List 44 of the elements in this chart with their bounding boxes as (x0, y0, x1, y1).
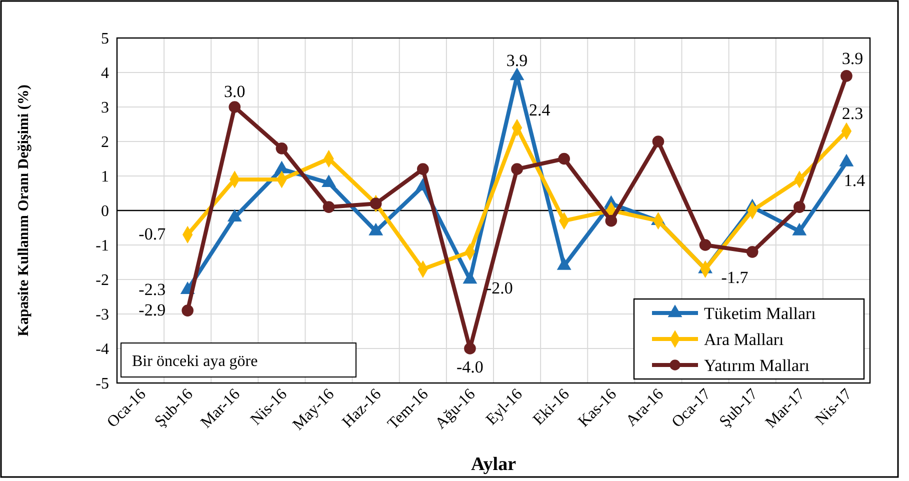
point (793, 201, 806, 213)
legend-label: Yatırım Malları (704, 356, 810, 375)
point (322, 201, 335, 213)
point (464, 342, 476, 354)
point (182, 304, 194, 316)
data-label: 2.4 (529, 100, 551, 120)
point (699, 239, 712, 251)
data-label: -2.3 (138, 280, 166, 299)
data-label: 2.3 (842, 104, 864, 124)
data-label: -0.7 (138, 224, 166, 244)
y-tick-label: -3 (96, 306, 109, 324)
data-label: -2.0 (486, 278, 513, 298)
y-tick-label: 1 (101, 168, 109, 186)
point (416, 163, 429, 176)
point (746, 246, 758, 258)
annotation: Bir önceki aya göre (132, 353, 258, 370)
y-tick-label: -5 (96, 376, 109, 393)
y-tick-label: -2 (96, 272, 109, 290)
y-tick-label: 5 (101, 30, 109, 48)
data-label: 1.4 (844, 171, 866, 190)
legend-label: Tüketim Malları (704, 304, 816, 323)
y-tick-label: 3 (101, 100, 109, 117)
y-tick-label: -1 (96, 238, 109, 255)
data-label: 3.9 (842, 48, 864, 68)
data-label: -2.9 (138, 300, 166, 320)
point (370, 198, 382, 210)
y-tick-label: 0 (101, 203, 109, 220)
data-label: -1.7 (721, 268, 749, 288)
point (840, 70, 852, 82)
point (511, 163, 523, 176)
data-label: -4.0 (456, 358, 484, 376)
point (652, 136, 664, 148)
data-label: 3.0 (224, 82, 246, 101)
y-tick-label: -4 (96, 341, 109, 358)
x-axis-title: Aylar (470, 454, 517, 475)
y-axis-title: Kapasite Kullanım Oranı Değişimi (%) (16, 84, 32, 336)
data-label: 3.9 (506, 50, 528, 70)
point (605, 214, 618, 227)
point (276, 142, 288, 154)
y-tick-label: 4 (101, 65, 109, 82)
point (228, 101, 241, 113)
y-tick-label: 2 (101, 134, 109, 152)
point (558, 152, 570, 165)
legend-label: Ara Malları (704, 330, 784, 349)
